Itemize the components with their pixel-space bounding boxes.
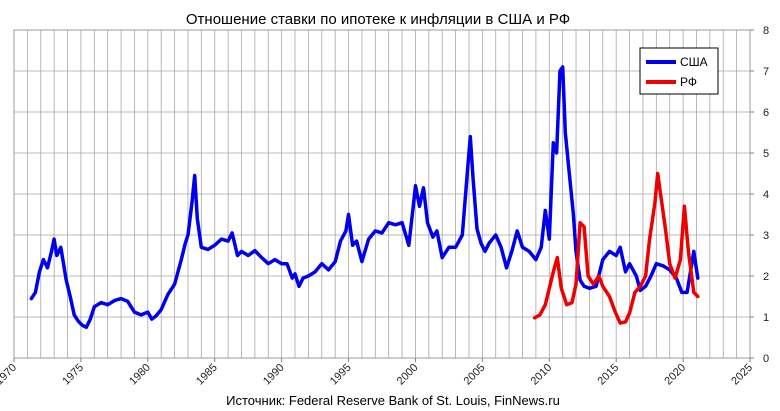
legend-label-usa: США — [680, 55, 708, 69]
legend: США РФ — [639, 47, 719, 95]
y-tick-label: 6 — [763, 107, 769, 119]
y-tick-label: 0 — [763, 353, 769, 365]
chart-source: Источник: Federal Reserve Bank of St. Lo… — [226, 393, 560, 408]
series-line-rf — [532, 171, 700, 325]
y-tick-label: 2 — [763, 271, 769, 283]
y-tick-label: 7 — [763, 66, 769, 78]
y-tick-label: 4 — [763, 189, 769, 201]
series-line-usa — [29, 65, 700, 330]
y-tick-label: 1 — [763, 312, 769, 324]
series-layer — [29, 65, 700, 330]
y-tick-label: 3 — [763, 230, 769, 242]
chart-title: Отношение ставки по ипотеке к инфляции в… — [186, 11, 570, 28]
legend-label-rf: РФ — [680, 75, 697, 89]
legend-box — [639, 47, 719, 95]
y-tick-label: 8 — [763, 25, 769, 37]
y-axis: 0 1 2 3 4 5 6 7 8 — [750, 25, 769, 365]
y-tick-label: 5 — [763, 148, 769, 160]
